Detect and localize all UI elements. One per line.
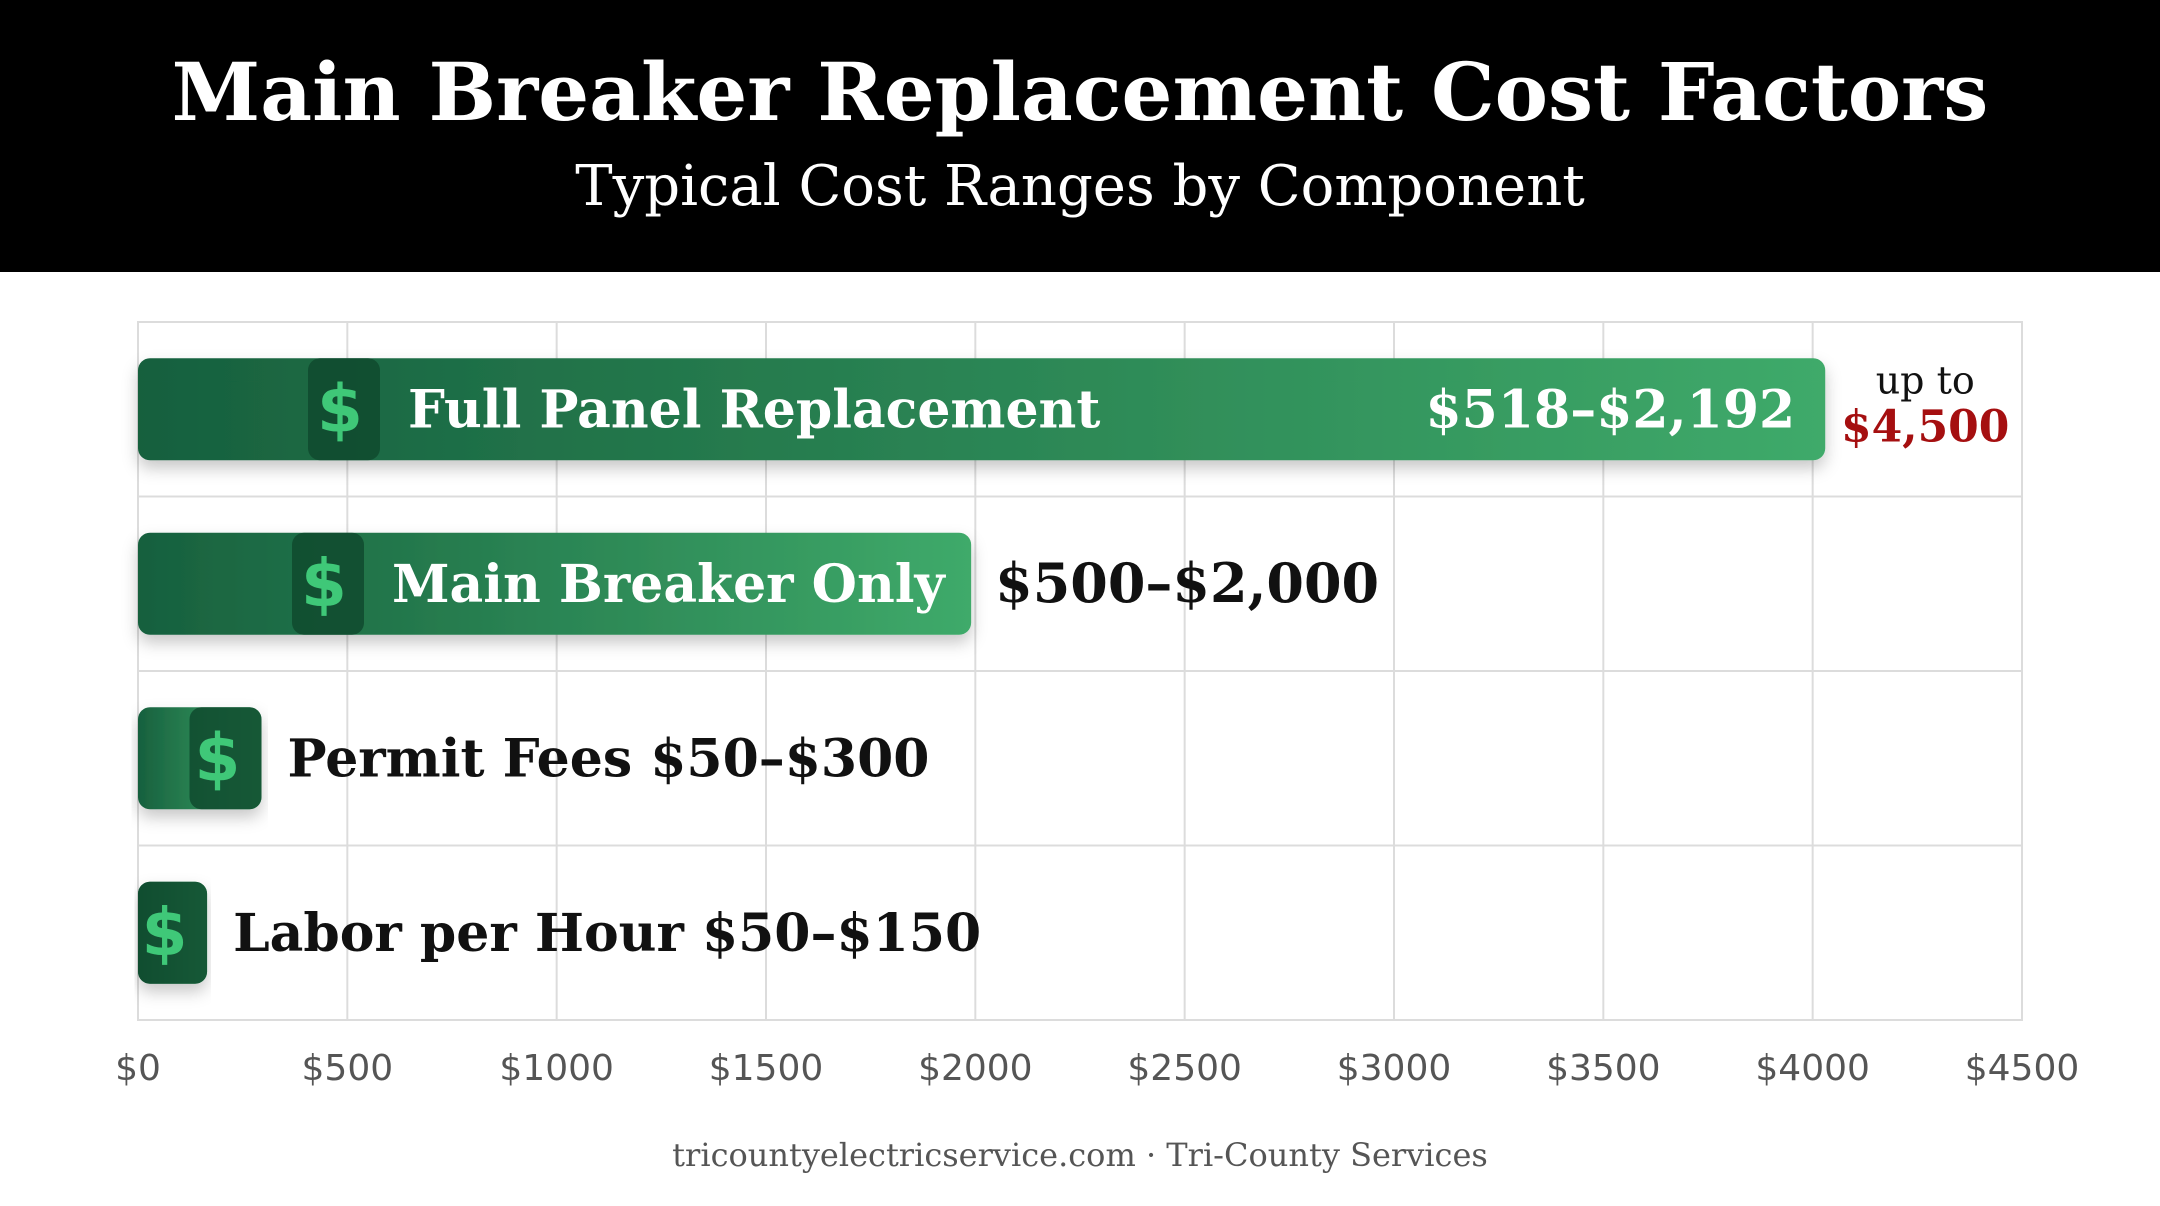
chart-title: Main Breaker Replacement Cost Factors xyxy=(171,45,1989,139)
bar xyxy=(138,358,1826,461)
x-tick-label: $4000 xyxy=(1755,1048,1870,1089)
max-note-value: $4,500 xyxy=(1841,401,2009,452)
dollar-icon: $ xyxy=(142,894,188,971)
bar-chart: $ Full Panel Replacement $518–$2,192 up to$… xyxy=(115,321,2079,1089)
x-tick-label: $1000 xyxy=(499,1048,614,1089)
dollar-icon: $ xyxy=(317,370,363,447)
grid xyxy=(137,321,2023,1021)
header: Main Breaker Replacement Cost Factors Ty… xyxy=(0,0,2160,272)
bar-range-label: $500–$2,000 xyxy=(995,551,1379,615)
x-tick-label: $0 xyxy=(115,1048,161,1089)
icon-block xyxy=(292,532,364,635)
bar-group: $ Permit Fees $50–$300 xyxy=(138,707,930,810)
x-tick-label: $1500 xyxy=(709,1048,824,1089)
max-note-prefix: up to xyxy=(1876,358,1975,402)
bar-label: Main Breaker Only xyxy=(392,554,947,615)
footer-source: tricountyelectricservice.com · Tri-Count… xyxy=(672,1136,1488,1174)
bar-label: Full Panel Replacement xyxy=(408,379,1100,440)
icon-block xyxy=(138,881,208,984)
dollar-icon: $ xyxy=(195,719,241,796)
chart-subtitle: Typical Cost Ranges by Component xyxy=(575,154,1585,219)
bar-label: Permit Fees $50–$300 xyxy=(288,728,930,789)
x-tick-label: $4500 xyxy=(1965,1048,2080,1089)
x-axis-ticks: $0 $500 $1000 $1500 $2000 $2500 $3000 $3500 $400… xyxy=(115,1048,2079,1089)
bar-group: $ Labor per Hour $50–$150 xyxy=(138,881,981,984)
bar-group: $ Main Breaker Only $500–$2,000 xyxy=(138,532,1379,635)
bar-group: $ Full Panel Replacement $518–$2,192 up to$… xyxy=(138,358,2009,461)
bar-range-label: $518–$2,192 xyxy=(1425,379,1795,440)
x-tick-label: $2000 xyxy=(918,1048,1033,1089)
dollar-icon: $ xyxy=(301,545,347,622)
x-tick-label: $3000 xyxy=(1337,1048,1452,1089)
icon-block xyxy=(308,358,380,461)
icon-block xyxy=(189,707,262,810)
x-tick-label: $500 xyxy=(302,1048,394,1089)
bar-label: Labor per Hour $50–$150 xyxy=(233,903,981,964)
x-tick-label: $2500 xyxy=(1127,1048,1242,1089)
x-tick-label: $3500 xyxy=(1546,1048,1661,1089)
bars: $ Full Panel Replacement $518–$2,192 up to$… xyxy=(138,358,2009,984)
